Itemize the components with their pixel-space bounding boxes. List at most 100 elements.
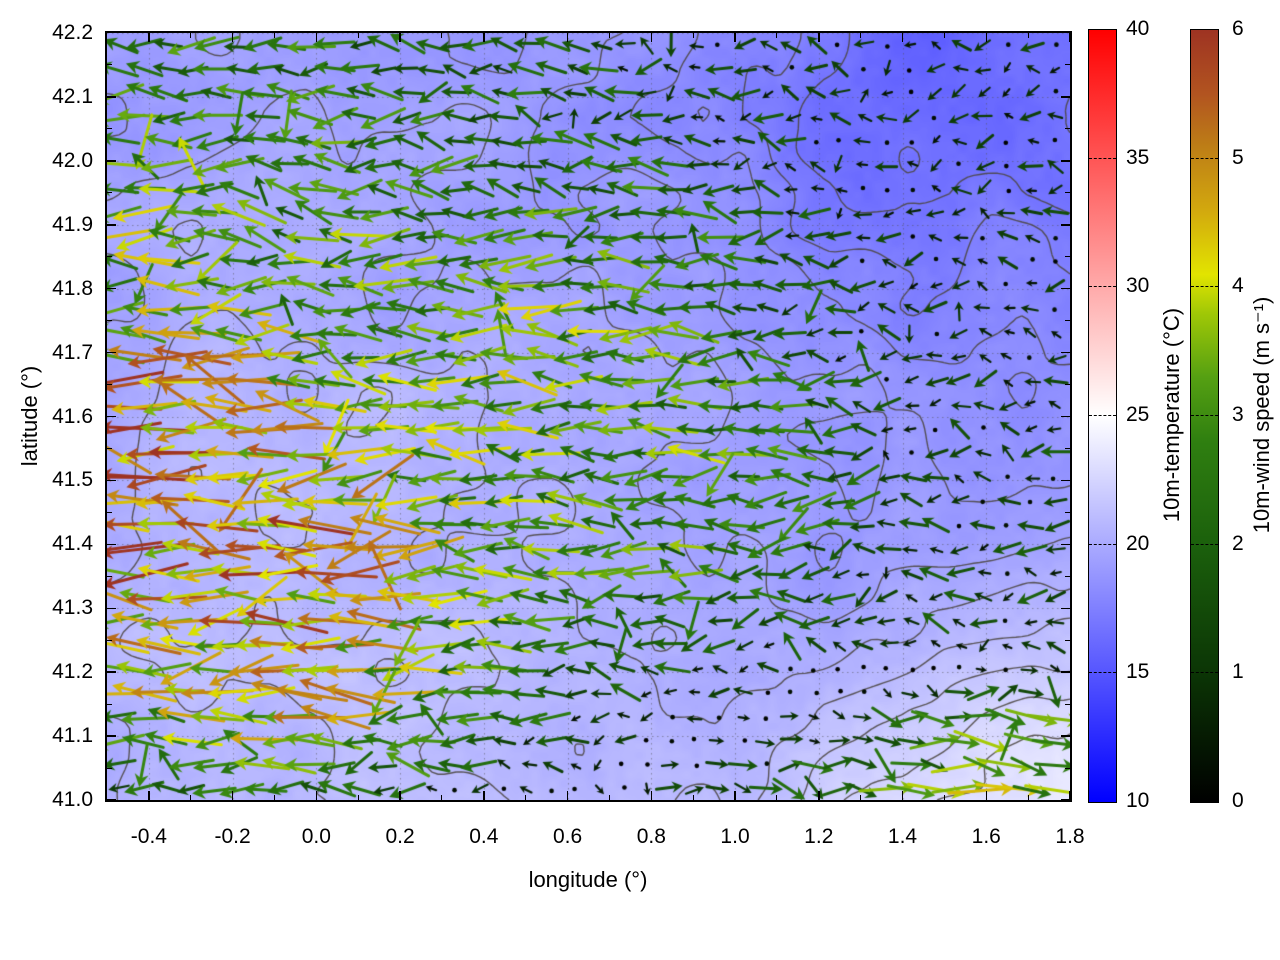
y-tickmark xyxy=(1061,735,1070,737)
y-tickmark xyxy=(1061,607,1070,609)
y-tickmark xyxy=(107,128,112,130)
y-tickmark xyxy=(107,256,112,258)
y-tickmark xyxy=(107,639,112,641)
y-tickmark xyxy=(1061,671,1070,673)
y-tickmark xyxy=(107,384,112,386)
y-tickmark xyxy=(107,96,116,98)
y-tickmark xyxy=(107,511,112,513)
x-tickmark xyxy=(608,795,610,800)
x-tickmark xyxy=(483,33,485,42)
y-tickmark xyxy=(1065,575,1070,577)
wind-speed-colorbar-tick-label: 1 xyxy=(1232,660,1244,684)
temperature-colorbar-tickmark xyxy=(1089,286,1116,288)
y-tick-label: 41.1 xyxy=(52,724,93,748)
y-tickmark xyxy=(107,287,116,290)
y-tickmark xyxy=(1065,703,1070,705)
y-tickmark xyxy=(107,671,116,673)
temperature-colorbar-tickmark xyxy=(1089,543,1116,545)
x-tick-label: 0.8 xyxy=(636,825,666,848)
y-tick-label: 41.8 xyxy=(52,276,93,300)
y-tickmark xyxy=(1065,639,1070,641)
x-tick-label: 0.2 xyxy=(385,825,415,848)
x-tickmark xyxy=(860,33,862,38)
wind-speed-colorbar-tickmark xyxy=(1191,286,1218,288)
y-tick-label: 42.2 xyxy=(52,21,93,44)
x-tickmark xyxy=(818,791,820,800)
temperature-colorbar-tick-label: 35 xyxy=(1126,145,1150,169)
y-tick-label: 41.3 xyxy=(52,596,93,620)
y-tickmark xyxy=(107,224,116,226)
temperature-colorbar-tick-label: 20 xyxy=(1126,531,1150,555)
x-tickmark xyxy=(1069,791,1071,800)
wind-speed-colorbar-tick-label: 0 xyxy=(1232,789,1244,812)
y-tickmark xyxy=(1061,543,1070,546)
x-tickmark xyxy=(441,33,443,38)
y-tickmark xyxy=(1061,96,1070,98)
wind-speed-colorbar xyxy=(1190,29,1219,803)
x-axis-title: longitude (°) xyxy=(528,867,648,892)
wind-speed-colorbar-tick-label: 5 xyxy=(1232,145,1244,169)
x-tickmark xyxy=(315,33,318,42)
y-tickmark xyxy=(107,543,116,546)
x-tickmark xyxy=(901,33,904,42)
x-tick-label: 1.4 xyxy=(887,825,918,848)
y-tick-label: 41.0 xyxy=(52,788,93,811)
x-tickmark xyxy=(1027,795,1029,800)
x-tickmark xyxy=(943,795,945,800)
x-tickmark xyxy=(776,33,778,38)
y-tickmark xyxy=(107,447,112,449)
y-tickmark xyxy=(107,799,116,801)
y-tick-label: 41.4 xyxy=(52,532,93,556)
y-tick-label: 41.6 xyxy=(52,404,93,428)
wind-speed-colorbar-tick-label: 6 xyxy=(1232,17,1244,40)
y-tickmark xyxy=(107,351,116,354)
x-tick-label: 1.0 xyxy=(720,825,750,848)
temperature-colorbar-tickmark xyxy=(1089,415,1116,416)
y-tick-label: 41.9 xyxy=(52,212,93,236)
y-tickmark xyxy=(107,703,112,705)
x-tickmark xyxy=(650,33,653,42)
y-tickmark xyxy=(1065,767,1070,769)
x-tickmark xyxy=(901,791,904,800)
y-tickmark xyxy=(1061,224,1070,226)
x-tickmark xyxy=(148,33,150,42)
y-tickmark xyxy=(1065,256,1070,258)
temperature-colorbar-tickmark xyxy=(1089,157,1116,159)
temperature-colorbar-tick-label: 30 xyxy=(1126,274,1150,298)
x-tickmark xyxy=(1069,33,1071,42)
x-tickmark xyxy=(273,795,275,800)
y-tickmark xyxy=(1061,160,1070,162)
x-tickmark xyxy=(525,33,527,38)
wind-speed-colorbar-tick-label: 3 xyxy=(1232,403,1244,426)
x-tick-label: 0.6 xyxy=(552,825,583,848)
y-tick-label: 41.2 xyxy=(52,660,93,684)
x-tickmark xyxy=(399,791,401,800)
y-tickmark xyxy=(107,160,116,162)
y-tickmark xyxy=(107,479,116,482)
x-tick-label: -0.4 xyxy=(130,825,167,848)
x-tickmark xyxy=(315,791,318,800)
y-tick-label: 41.5 xyxy=(52,468,93,492)
x-tickmark xyxy=(776,795,778,800)
y-tickmark xyxy=(1061,799,1070,801)
y-tickmark xyxy=(107,192,112,194)
x-tickmark xyxy=(692,33,694,38)
y-tickmark xyxy=(1065,192,1070,194)
y-tickmark xyxy=(1065,128,1070,130)
x-tick-label: -0.2 xyxy=(214,825,251,848)
x-tickmark xyxy=(985,33,987,42)
y-tickmark xyxy=(1065,447,1070,449)
x-tickmark xyxy=(608,33,610,38)
y-tickmark xyxy=(1065,64,1070,66)
x-tickmark xyxy=(190,33,192,38)
wind-speed-colorbar-tick-label: 2 xyxy=(1232,531,1244,555)
x-tickmark xyxy=(357,33,359,38)
x-tickmark xyxy=(525,795,527,800)
wind-speed-colorbar-tickmark xyxy=(1191,157,1218,159)
temperature-colorbar-title: 10m-temperature (°C) xyxy=(1159,307,1184,523)
y-tick-label: 42.0 xyxy=(52,148,93,172)
wind-speed-colorbar-title: 10m-wind speed (m s⁻¹) xyxy=(1249,296,1274,534)
y-tickmark xyxy=(1061,351,1070,354)
x-tickmark xyxy=(566,33,569,42)
